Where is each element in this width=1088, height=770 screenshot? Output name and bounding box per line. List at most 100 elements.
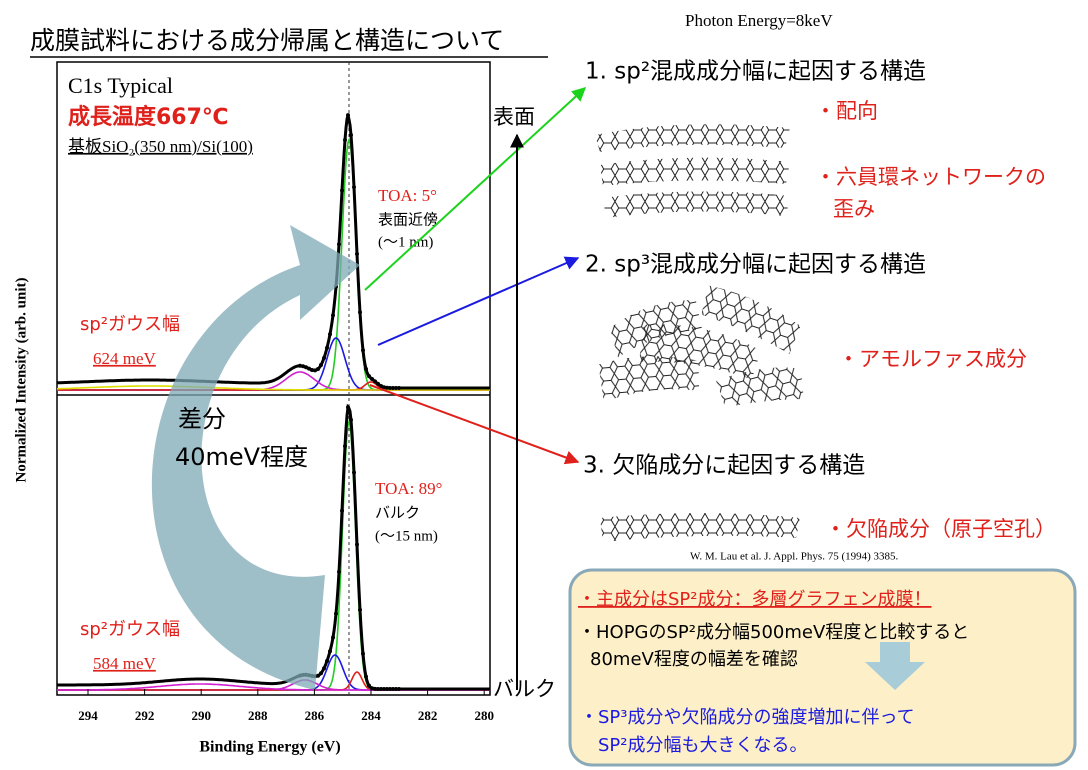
- x-tick-label: 286: [305, 708, 325, 723]
- toa-desc: 表面近傍: [378, 211, 438, 229]
- data-dot: [352, 470, 356, 475]
- link-arrow: [364, 87, 587, 291]
- plot-frame: [56, 61, 491, 696]
- data-dot: [364, 674, 368, 679]
- data-dot: [388, 385, 392, 390]
- note: 歪み: [833, 197, 875, 221]
- data-dot: [388, 686, 392, 691]
- summary-line: ・SP³成分や欠陥成分の強度増加に伴って: [580, 707, 915, 728]
- data-dot: [316, 366, 320, 371]
- data-dot: [340, 508, 344, 513]
- data-dot: [322, 355, 326, 360]
- x-axis-label: Binding Energy (eV): [199, 739, 340, 756]
- toa-desc: バルク: [375, 504, 420, 522]
- data-dot: [361, 348, 365, 353]
- data-dot: [319, 363, 323, 368]
- data-dot: [397, 385, 401, 390]
- data-dot: [313, 368, 317, 373]
- x-tick-label: 290: [191, 708, 211, 723]
- summary-line: ・主成分はSP²成分：多層グラフェン成膜！: [578, 589, 932, 610]
- data-dot: [343, 444, 347, 449]
- data-dot: [397, 687, 401, 691]
- data-dot: [316, 673, 320, 678]
- depth: (〜15 nm): [375, 528, 438, 544]
- fit-curve: [57, 403, 490, 691]
- note: ・欠陥成分（原子空孔）: [825, 517, 1056, 541]
- data-dot: [307, 366, 311, 371]
- toa: TOA: 89°: [375, 479, 442, 498]
- data-dot: [379, 686, 383, 691]
- data-dot: [355, 251, 359, 256]
- data-dot: [349, 132, 353, 137]
- data-dot: [325, 345, 329, 350]
- summary-line: 80meV程度の幅差を確認: [590, 649, 798, 670]
- data-dot: [367, 374, 371, 379]
- data-dot: [370, 376, 374, 381]
- spectrum-line: 成長温度667℃: [68, 104, 229, 130]
- data-dot: [355, 542, 359, 547]
- data-dot: [331, 635, 335, 640]
- surface-label: 表面: [493, 105, 535, 129]
- depth: (〜1 nm): [378, 234, 433, 250]
- gauss-width: 584 meV: [93, 654, 157, 673]
- data-dot: [301, 364, 305, 369]
- data-dot: [328, 649, 332, 654]
- data-dot: [385, 686, 389, 691]
- summary-box: [568, 568, 1077, 767]
- gauss-width: 624 meV: [93, 349, 157, 368]
- data-dot: [385, 385, 389, 390]
- difference: 40meV程度: [175, 443, 308, 471]
- gauss-label: sp²ガウス幅: [80, 619, 180, 640]
- note: ・配向: [815, 99, 878, 123]
- data-dot: [349, 417, 353, 422]
- toa: TOA: 5°: [378, 186, 437, 205]
- bulk-label: バルク: [493, 677, 556, 701]
- graphene-sketch: [595, 124, 790, 218]
- spectrum-line: C1s Typical: [68, 73, 173, 98]
- data-dot: [373, 686, 377, 691]
- summary-arrow: [865, 642, 925, 690]
- heading: 3. 欠陥成分に起因する構造: [583, 453, 865, 479]
- data-dot: [361, 651, 365, 656]
- spectrum-line: 基板SiO₂(350 nm)/Si(100): [68, 137, 253, 156]
- x-tick-label: 284: [361, 708, 381, 723]
- data-dot: [298, 363, 302, 368]
- x-tick-label: 292: [135, 708, 155, 723]
- data-dot: [325, 658, 329, 663]
- data-dot: [394, 385, 398, 390]
- gauss-label: sp²ガウス幅: [80, 314, 180, 335]
- reference: W. M. Lau et al. J. Appl. Phys. 75 (1994…: [690, 551, 899, 563]
- data-dot: [340, 188, 344, 193]
- photon-energy: Photon Energy=8keV: [685, 11, 833, 30]
- defect-sketch: [600, 513, 800, 542]
- data-dot: [346, 113, 350, 118]
- summary-line: ・HOPGのSP²成分幅500meV程度と比較すると: [578, 622, 969, 643]
- x-tick-label: 294: [78, 708, 98, 723]
- heading: 2. sp³混成成分幅に起因する構造: [585, 252, 926, 278]
- data-dot: [346, 405, 350, 410]
- data-dot: [337, 569, 341, 574]
- note: ・六員環ネットワークの: [815, 165, 1046, 189]
- data-dot: [382, 686, 386, 691]
- spectra-curves: [57, 113, 490, 691]
- component-curve: [57, 385, 490, 391]
- data-dot: [358, 607, 362, 612]
- data-dot: [379, 383, 383, 388]
- data-dot: [367, 683, 371, 688]
- data-dot: [373, 379, 377, 384]
- data-dot: [376, 686, 380, 691]
- x-tick-label: 280: [474, 708, 494, 723]
- data-dot: [391, 385, 395, 390]
- data-dot: [334, 611, 338, 616]
- difference: 差分: [178, 405, 226, 433]
- data-dot: [328, 332, 332, 337]
- data-dot: [331, 313, 335, 318]
- y-axis-label: Normalized Intensity (arb. unit): [13, 278, 29, 483]
- data-dot: [352, 185, 356, 190]
- fit-curve: [57, 114, 490, 390]
- data-dot: [391, 686, 395, 691]
- data-dot: [343, 137, 347, 142]
- x-tick-label: 288: [248, 708, 268, 723]
- link-arrow: [377, 256, 580, 346]
